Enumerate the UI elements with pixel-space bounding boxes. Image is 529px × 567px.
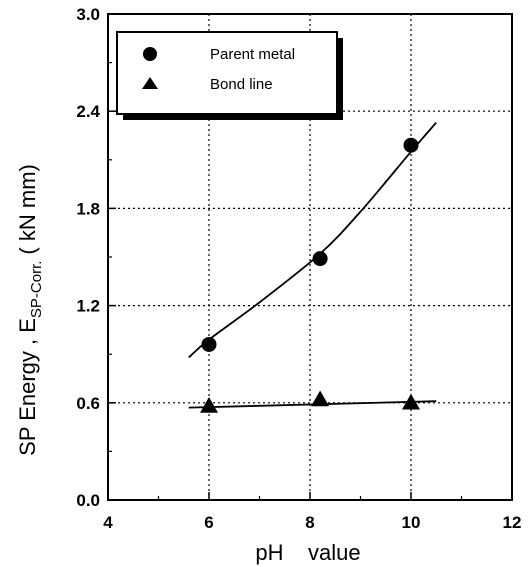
y-axis-title: SP Energy , ESP-Corr. ( kN mm): [15, 164, 45, 456]
legend-label-parent-metal: Parent metal: [210, 46, 295, 63]
x-tick-labels: 4 6 8 10 12: [103, 513, 521, 532]
y-tick-label: 1.2: [76, 297, 100, 316]
y-axis-title-unit: ( kN mm): [15, 164, 40, 254]
x-tick-label: 10: [402, 513, 421, 532]
x-tick-label: 6: [204, 513, 213, 532]
legend-marker-parent-metal: [143, 47, 157, 61]
data-points: [200, 137, 420, 413]
legend: Parent metal Bond line: [116, 31, 343, 120]
y-tick-label: 2.4: [76, 102, 100, 121]
fit-line-parent-metal: [188, 121, 437, 359]
y-tick-label: 0.0: [76, 491, 100, 510]
x-tick-label: 8: [305, 513, 314, 532]
legend-box: [116, 31, 338, 115]
axis-ticks: [107, 13, 513, 501]
legend-marker-bond-line: [142, 77, 158, 89]
x-tick-label: 4: [103, 513, 113, 532]
y-tick-labels: 0.0 0.6 1.2 1.8 2.4 3.0: [76, 5, 100, 510]
y-tick-label: 1.8: [76, 199, 100, 218]
data-point-bond-line: [402, 393, 420, 410]
data-point-bond-line: [200, 397, 218, 413]
y-axis-title-subscript: SP-Corr.: [28, 261, 45, 319]
y-tick-label: 0.6: [76, 394, 100, 413]
y-axis-title-main: SP Energy , E: [15, 318, 40, 456]
data-point-parent-metal: [201, 336, 217, 352]
x-axis-title: pH value: [255, 540, 360, 565]
data-point-parent-metal: [312, 251, 328, 267]
y-tick-label: 3.0: [76, 5, 100, 24]
data-point-parent-metal: [403, 137, 419, 153]
data-point-bond-line: [311, 390, 330, 407]
x-tick-label: 12: [503, 513, 522, 532]
fit-lines: [188, 121, 437, 409]
legend-label-bond-line: Bond line: [210, 76, 273, 93]
